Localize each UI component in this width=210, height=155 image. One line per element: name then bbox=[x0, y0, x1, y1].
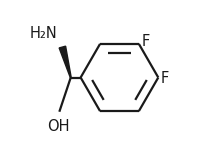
Polygon shape bbox=[59, 46, 71, 78]
Text: F: F bbox=[161, 71, 169, 86]
Text: H₂N: H₂N bbox=[29, 26, 57, 41]
Text: F: F bbox=[142, 34, 150, 49]
Text: OH: OH bbox=[47, 119, 70, 134]
